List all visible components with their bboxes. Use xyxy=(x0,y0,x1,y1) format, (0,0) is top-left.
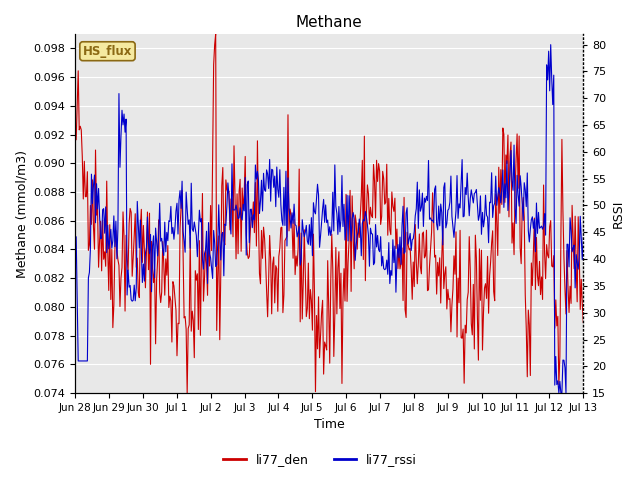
X-axis label: Time: Time xyxy=(314,419,344,432)
Legend: li77_den, li77_rssi: li77_den, li77_rssi xyxy=(218,448,422,471)
Text: HS_flux: HS_flux xyxy=(83,45,132,58)
li77_rssi xyxy=(346,214,354,220)
li77_den xyxy=(317,310,325,316)
li77_rssi xyxy=(316,244,323,250)
li77_rssi xyxy=(313,196,321,202)
li77_rssi xyxy=(488,170,495,176)
li77_den xyxy=(490,288,497,294)
Line: li77_den: li77_den xyxy=(75,34,583,393)
Title: Methane: Methane xyxy=(296,15,363,30)
li77_den xyxy=(579,320,587,325)
li77_den xyxy=(183,390,191,396)
li77_rssi xyxy=(569,245,577,251)
li77_den xyxy=(376,168,383,174)
li77_rssi xyxy=(547,42,554,48)
li77_den xyxy=(212,31,220,37)
li77_den xyxy=(569,233,577,239)
li77_rssi xyxy=(374,232,381,238)
Y-axis label: Methane (mmol/m3): Methane (mmol/m3) xyxy=(15,150,28,277)
Y-axis label: RSSI: RSSI xyxy=(612,199,625,228)
Line: li77_rssi: li77_rssi xyxy=(75,45,583,393)
li77_rssi xyxy=(579,235,587,240)
li77_rssi xyxy=(71,254,79,260)
li77_rssi xyxy=(555,390,563,396)
li77_den xyxy=(348,193,356,199)
li77_den xyxy=(315,294,323,300)
li77_den xyxy=(71,119,79,125)
